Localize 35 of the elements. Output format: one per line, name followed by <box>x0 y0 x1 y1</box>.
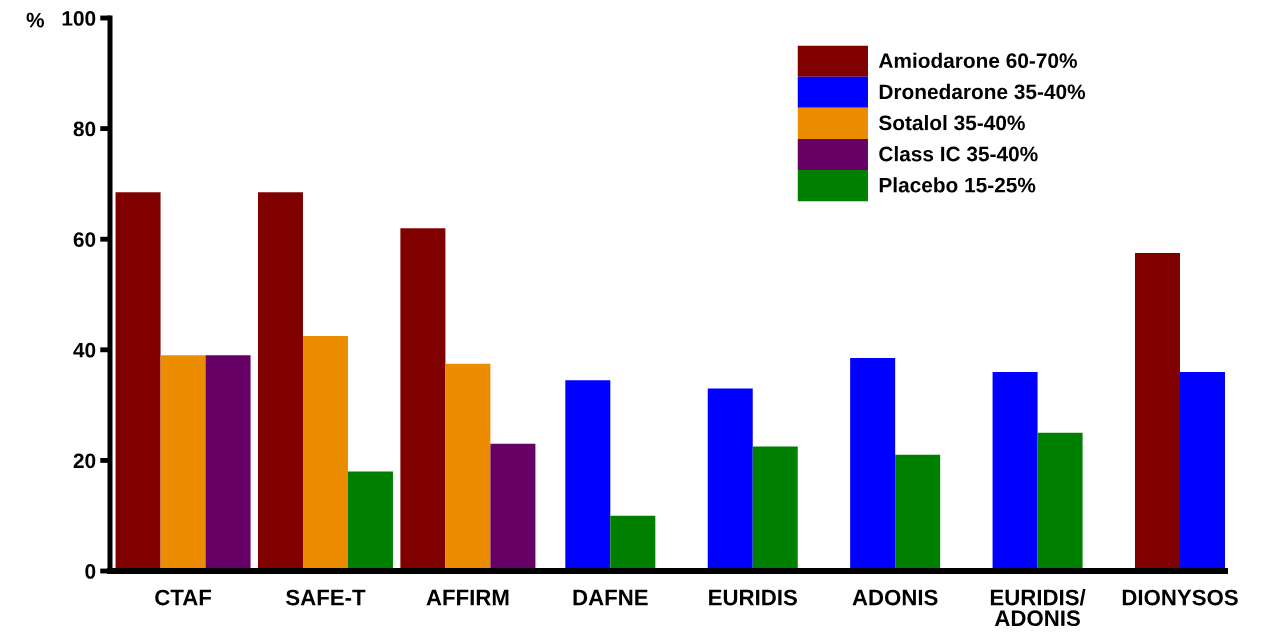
y-tick-label: 100 <box>62 11 96 26</box>
bar <box>895 454 941 571</box>
legend-label: Sotalol 35-40% <box>878 114 1025 131</box>
bar <box>490 443 536 571</box>
bar <box>610 515 656 571</box>
x-tick-label: DIONYSOS <box>1122 589 1238 606</box>
y-tick-label: 20 <box>73 453 96 469</box>
y-axis-title: % <box>26 12 45 28</box>
x-tick-label: DAFNE <box>573 589 648 606</box>
x-tick-label: EURIDIS/ ADONIS <box>990 589 1086 627</box>
bar <box>850 358 896 571</box>
legend-label: Amiodarone 60-70% <box>878 52 1077 69</box>
legend-label: Dronedarone 35-40% <box>879 83 1086 100</box>
bar <box>205 355 251 571</box>
x-tick-label: CTAF <box>155 589 212 606</box>
bar <box>752 446 798 571</box>
x-tick-label: AFFIRM <box>426 589 509 606</box>
y-tick-label: 60 <box>73 232 96 247</box>
x-tick-label: SAFE-T <box>286 589 366 606</box>
bar <box>992 371 1038 571</box>
y-tick-label: 0 <box>85 564 96 579</box>
x-tick-label: EURIDIS <box>709 589 797 606</box>
bar <box>1037 432 1083 571</box>
bar <box>707 388 753 571</box>
bar <box>565 380 611 571</box>
y-tick-label: 40 <box>73 342 96 358</box>
legend-label: Class IC 35-40% <box>879 146 1038 162</box>
legend-label: Placebo 15-25% <box>879 177 1036 193</box>
bar <box>445 363 491 571</box>
bar <box>400 228 446 571</box>
y-tick-label: 80 <box>73 121 96 137</box>
bar <box>302 335 348 571</box>
bar <box>160 355 206 571</box>
bar <box>257 192 303 571</box>
x-tick-label: ADONIS <box>852 589 938 606</box>
